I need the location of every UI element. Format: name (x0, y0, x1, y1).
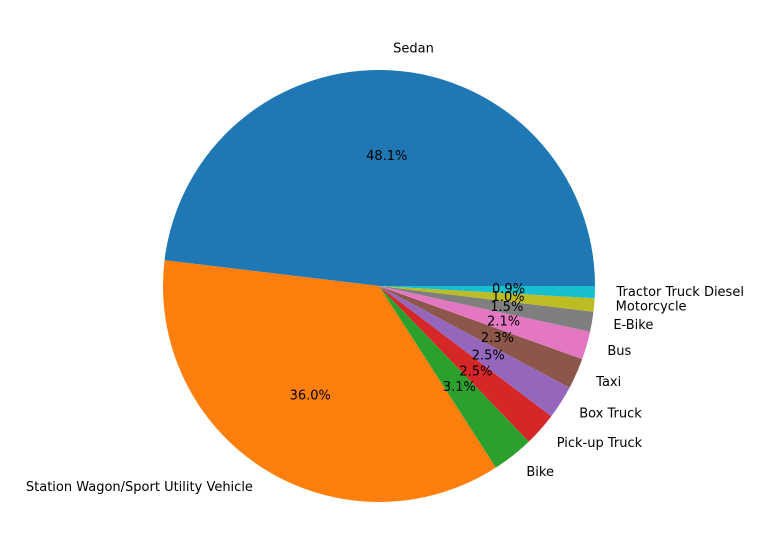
percent-label-box-truck: 2.5% (472, 348, 505, 363)
category-label-motorcycle: Motorcycle (616, 299, 687, 314)
percent-label-bike: 3.1% (443, 380, 476, 395)
pie-slice-motorcycle (379, 286, 595, 312)
pie-slice-tractor-truck-diesel (379, 286, 595, 299)
percent-label-station-wagon-sport-utility-vehicle: 36.0% (290, 388, 331, 403)
category-label-e-bike: E-Bike (613, 318, 653, 333)
percent-label-taxi: 2.3% (481, 331, 514, 346)
category-label-station-wagon-sport-utility-vehicle: Station Wagon/Sport Utility Vehicle (26, 480, 253, 495)
category-label-sedan: Sedan (393, 41, 434, 56)
percent-label-tractor-truck-diesel: 0.9% (492, 282, 525, 297)
category-label-bike: Bike (526, 465, 554, 480)
category-label-tractor-truck-diesel: Tractor Truck Diesel (616, 285, 744, 300)
category-label-box-truck: Box Truck (579, 406, 642, 421)
percent-label-motorcycle: 1.0% (492, 290, 525, 305)
pie-slice-station-wagon-sport-utility-vehicle (163, 260, 496, 503)
pie-slices (163, 69, 595, 503)
pie-slice-sedan (164, 69, 595, 286)
percent-label-sedan: 48.1% (366, 149, 407, 164)
pie-slice-pick-up-truck (379, 286, 552, 442)
category-label-bus: Bus (607, 344, 631, 359)
pie-slice-box-truck (379, 286, 570, 417)
percent-label-bus: 2.1% (487, 314, 520, 329)
pie-slice-e-bike (379, 286, 594, 332)
pie-slice-bus (379, 286, 591, 360)
percent-label-e-bike: 1.5% (490, 300, 523, 315)
percent-labels: 48.1%36.0%3.1%2.5%2.5%2.3%2.1%1.5%1.0%0.… (290, 149, 525, 403)
category-labels: Sedan Station Wagon/Sport Utility Vehicle… (26, 41, 744, 495)
pie-slice-bike (379, 286, 529, 468)
pie-slice-taxi (379, 286, 583, 388)
category-label-taxi: Taxi (595, 375, 621, 390)
percent-label-pick-up-truck: 2.5% (459, 365, 492, 380)
category-label-pick-up-truck: Pick-up Truck (557, 436, 643, 451)
